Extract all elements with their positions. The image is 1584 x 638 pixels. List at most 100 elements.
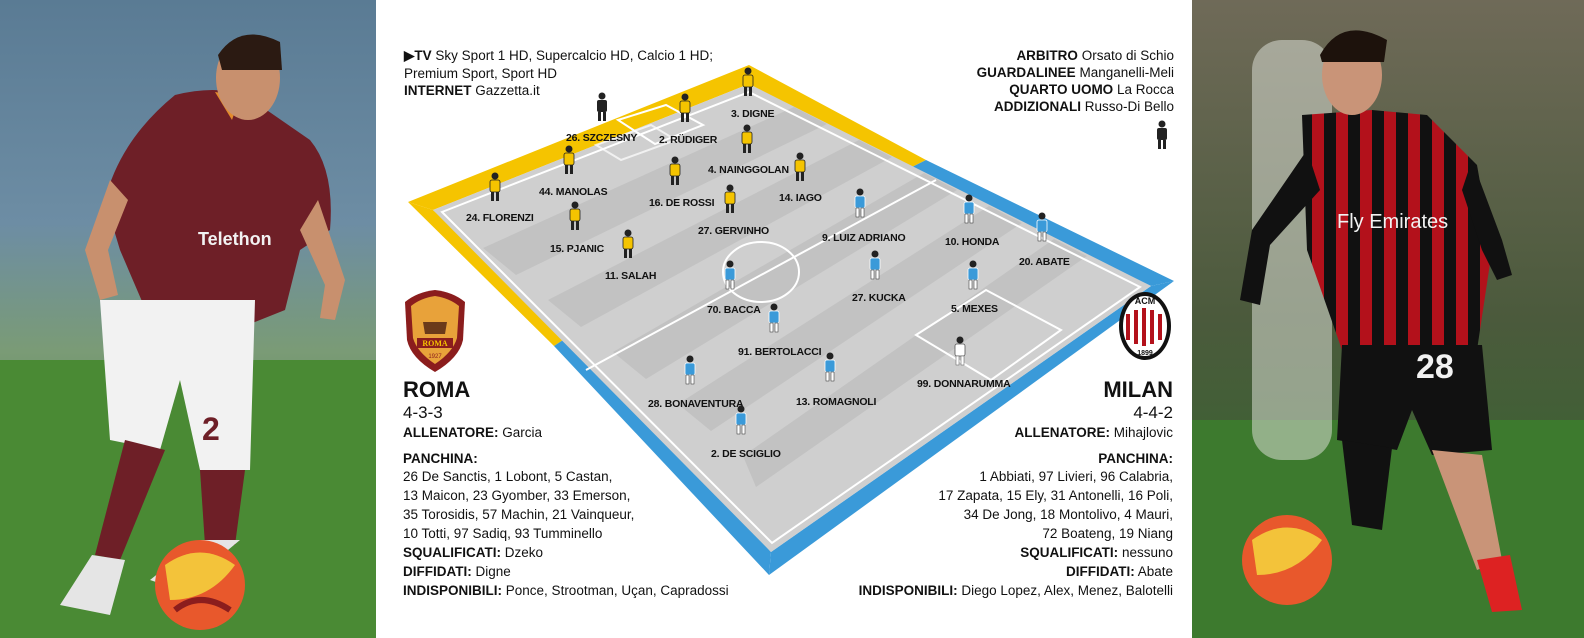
milan-bench-line: 1 Abbiati, 97 Livieri, 96 Calabria,: [979, 469, 1173, 484]
left-shirt-number: 2: [202, 411, 220, 447]
roma-player-figure: [563, 145, 575, 174]
roma-player-name: 3. DIGNE: [731, 108, 775, 120]
milan-warned: DIFFIDATI: Abate: [1066, 563, 1173, 581]
roma-bench-label: PANCHINA:: [403, 451, 478, 466]
roma-player-figure: [669, 156, 681, 185]
unavailable-label: INDISPONIBILI:: [858, 583, 958, 598]
official-linesmen: GUARDALINEE Manganelli-Meli: [977, 64, 1174, 82]
milan-bench-line: 17 Zapata, 15 Ely, 31 Antonelli, 16 Poli…: [938, 488, 1173, 503]
roma-player-figure: [724, 184, 736, 213]
roma-player-figure: [622, 229, 634, 258]
milan-player-figure: [735, 405, 747, 435]
milan-player-photo: Fly Emirates 28: [1192, 0, 1584, 638]
roma-player-figure: [489, 172, 501, 201]
milan-unavailable: INDISPONIBILI: Diego Lopez, Alex, Menez,…: [859, 582, 1173, 600]
right-shirt-number: 28: [1416, 348, 1454, 386]
roma-coach: ALLENATORE: Garcia: [403, 424, 542, 442]
roma-player-figure: [742, 67, 754, 96]
warned-value: Digne: [475, 564, 511, 579]
left-shirt-sponsor: Telethon: [198, 229, 272, 249]
roma-player-name: 27. GERVINHO: [698, 225, 769, 237]
official-referee: ARBITRO Orsato di Schio: [1016, 47, 1174, 65]
roma-player-figure: [741, 124, 753, 153]
roma-player-photo: Telethon 2: [0, 0, 376, 638]
official-additional: ADDIZIONALI Russo-Di Bello: [994, 98, 1174, 116]
milan-player-name: 10. HONDA: [945, 236, 1000, 248]
milan-player-figure: [1036, 212, 1048, 242]
roma-player-name: 15. PJANIC: [550, 243, 605, 255]
official-role: ARBITRO: [1016, 48, 1078, 63]
milan-bench-line: 72 Boateng, 19 Niang: [1042, 526, 1173, 541]
roma-player-name: 14. IAGO: [779, 192, 822, 204]
official-name: La Rocca: [1116, 82, 1174, 97]
suspended-label: SQUALIFICATI:: [1020, 545, 1119, 560]
roma-bench-line: 26 De Sanctis, 1 Lobont, 5 Castan,: [403, 469, 613, 484]
roma-warned: DIFFIDATI: Digne: [403, 563, 511, 581]
internet-label: INTERNET: [404, 83, 472, 98]
roma-formation: 4-3-3: [403, 403, 443, 422]
roma-suspended: SQUALIFICATI: Dzeko: [403, 544, 543, 562]
roma-player-name: 26. SZCZESNY: [566, 132, 638, 144]
roma-player-name: 4. NAINGGOLAN: [708, 164, 789, 176]
milan-player-figure: [967, 260, 979, 290]
milan-player-figure: [684, 355, 696, 385]
suspended-value: Dzeko: [504, 545, 544, 560]
roma-player-figure: [569, 201, 581, 230]
roma-crest-year: 1927: [428, 354, 442, 360]
roma-player-name: 2. RÜDIGER: [659, 134, 718, 146]
milan-player-name: 13. ROMAGNOLI: [796, 396, 877, 408]
milan-player-name: 27. KUCKA: [852, 292, 906, 304]
coach-label: ALLENATORE:: [1014, 425, 1110, 440]
official-role: GUARDALINEE: [976, 65, 1076, 80]
milan-player-name: 99. DONNARUMMA: [917, 378, 1011, 390]
milan-bench-line: 34 De Jong, 18 Montolivo, 4 Mauri,: [963, 507, 1173, 522]
coach-label: ALLENATORE:: [403, 425, 499, 440]
roma-goalkeeper-figure: [597, 92, 607, 121]
milan-player-name: 91. BERTOLACCI: [738, 346, 822, 358]
official-role: QUARTO UOMO: [1009, 82, 1114, 97]
roma-player-name: 44. MANOLAS: [539, 186, 608, 198]
roma-unavailable: INDISPONIBILI: Ponce, Strootman, Uçan, C…: [403, 582, 729, 600]
milan-player-figure: [869, 250, 881, 280]
milan-crest-text: ACM: [1135, 296, 1156, 306]
tv-channels-1: Sky Sport 1 HD, Supercalcio HD, Calcio 1…: [435, 48, 714, 63]
milan-coach: ALLENATORE: Mihajlovic: [1014, 424, 1173, 442]
right-shirt-sponsor: Fly Emirates: [1337, 211, 1448, 233]
warned-label: DIFFIDATI:: [403, 564, 472, 579]
milan-bench-label: PANCHINA:: [1098, 451, 1173, 466]
milan-crest-year: 1899: [1137, 350, 1153, 357]
official-name: Manganelli-Meli: [1079, 65, 1174, 80]
official-role: ADDIZIONALI: [993, 99, 1081, 114]
warned-value: Abate: [1137, 564, 1173, 579]
internet-line: INTERNET Gazzetta.it: [404, 82, 540, 100]
official-fourth: QUARTO UOMO La Rocca: [1009, 81, 1174, 99]
milan-player-figure: [824, 352, 836, 382]
internet-value: Gazzetta.it: [475, 83, 540, 98]
official-name: Orsato di Schio: [1081, 48, 1174, 63]
milan-formation: 4-4-2: [1133, 403, 1173, 422]
milan-player-figure: [854, 188, 866, 218]
roma-crest: ROMA 1927: [405, 290, 465, 372]
milan-player-name: 5. MEXES: [951, 303, 998, 315]
coach-name: Garcia: [502, 425, 543, 440]
milan-player-name: 2. DE SCIGLIO: [711, 448, 781, 460]
roma-team-name: ROMA: [403, 377, 471, 402]
roma-bench-line: 13 Maicon, 23 Gyomber, 33 Emerson,: [403, 488, 631, 503]
milan-suspended: SQUALIFICATI: nessuno: [1020, 544, 1173, 562]
milan-player-name: 9. LUIZ ADRIANO: [822, 232, 906, 244]
milan-team-name: MILAN: [1103, 377, 1173, 402]
roma-player-name: 16. DE ROSSI: [649, 197, 715, 209]
play-icon: ▶: [404, 48, 415, 63]
unavailable-value: Diego Lopez, Alex, Menez, Balotelli: [961, 583, 1173, 598]
warned-label: DIFFIDATI:: [1065, 564, 1135, 579]
tv-label: TV: [414, 48, 432, 63]
unavailable-label: INDISPONIBILI:: [403, 583, 503, 598]
tv-channels-2: Premium Sport, Sport HD: [404, 66, 558, 81]
roma-player-figure: [679, 93, 691, 122]
milan-player-figure: [963, 194, 975, 224]
unavailable-value: Ponce, Strootman, Uçan, Capradossi: [505, 583, 729, 598]
roma-player-figure: [794, 152, 806, 181]
coach-name: Mihajlovic: [1113, 425, 1173, 440]
tv-line-1: ▶TV Sky Sport 1 HD, Supercalcio HD, Calc…: [404, 47, 713, 65]
official-name: Russo-Di Bello: [1084, 99, 1174, 114]
